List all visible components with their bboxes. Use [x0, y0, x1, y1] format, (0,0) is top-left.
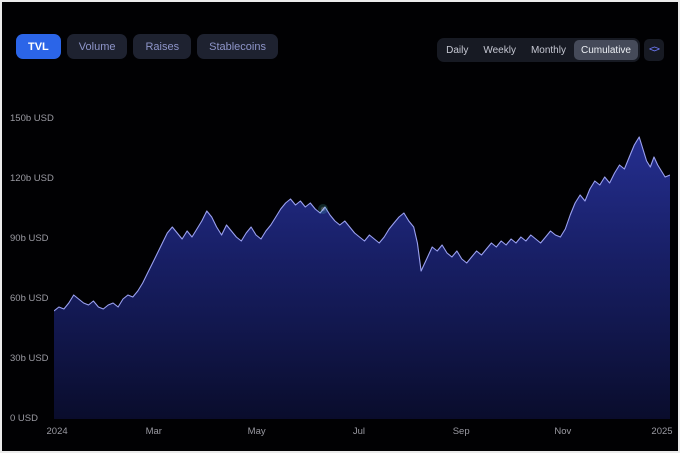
interval-weekly[interactable]: Weekly — [476, 40, 523, 60]
x-axis-label: May — [247, 426, 266, 437]
tab-raises[interactable]: Raises — [133, 34, 192, 59]
y-axis-label: 120b USD — [10, 173, 54, 184]
metric-tabs: TVL Volume Raises Stablecoins — [16, 34, 278, 59]
area-chart-svg — [54, 136, 670, 419]
x-axis-label: Nov — [554, 426, 572, 437]
x-axis-label: 2024 — [46, 426, 68, 437]
x-axis-label: Jul — [352, 426, 365, 437]
x-axis-label: Mar — [145, 426, 162, 437]
y-axis-label: 30b USD — [10, 353, 49, 364]
y-axis-label: 60b USD — [10, 293, 49, 304]
tab-stablecoins[interactable]: Stablecoins — [197, 34, 278, 59]
x-axis-label: Sep — [452, 426, 470, 437]
tvl-area-fill — [54, 137, 670, 419]
interval-cumulative[interactable]: Cumulative — [573, 40, 638, 60]
y-axis-label: 0 USD — [10, 413, 38, 424]
y-axis-label: 150b USD — [10, 113, 54, 124]
interval-daily[interactable]: Daily — [439, 40, 475, 60]
interval-monthly[interactable]: Monthly — [524, 40, 573, 60]
y-axis-label: 90b USD — [10, 233, 49, 244]
tab-tvl[interactable]: TVL — [16, 34, 61, 59]
tvl-line — [54, 136, 670, 312]
interval-tabs: Daily Weekly Monthly Cumulative — [437, 38, 640, 62]
defillama-watermark-icon — [316, 202, 330, 221]
x-axis-label: 2025 — [651, 426, 673, 437]
tab-volume[interactable]: Volume — [66, 34, 128, 59]
embed-code-button[interactable]: <> — [644, 39, 664, 61]
tvl-area-chart[interactable] — [54, 119, 670, 419]
